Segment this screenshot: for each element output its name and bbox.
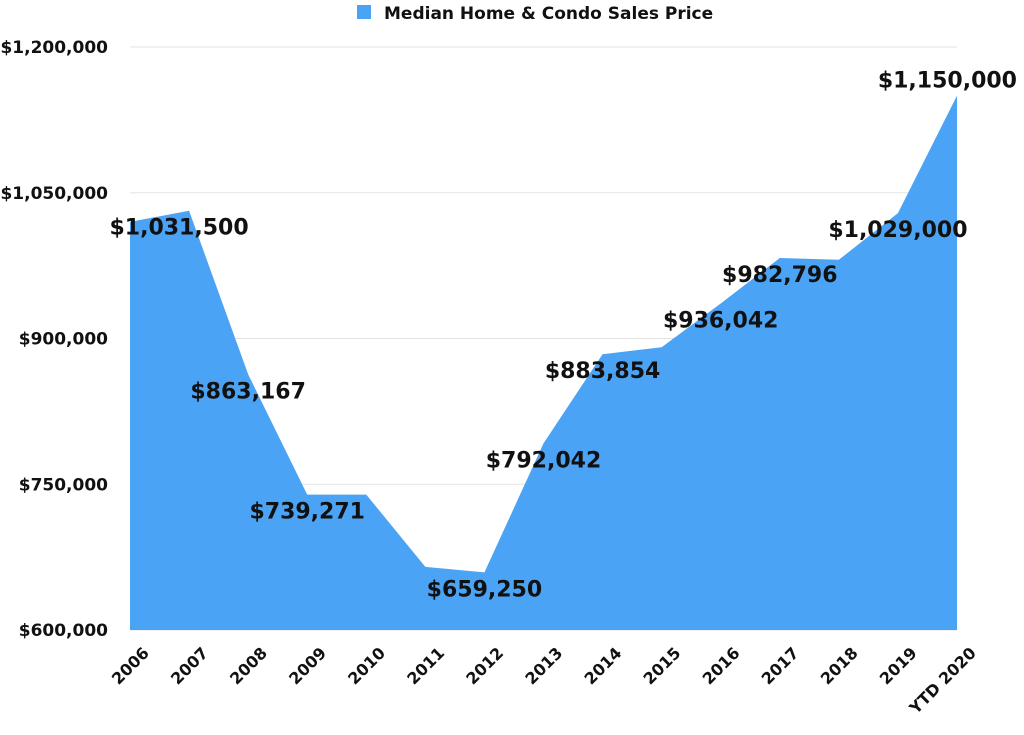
x-tick-label: 2017 [758, 643, 803, 688]
legend-swatch [357, 5, 371, 19]
data-label: $863,167 [190, 379, 306, 404]
data-label: $1,029,000 [828, 218, 967, 243]
x-tick-label: 2014 [580, 643, 625, 688]
y-tick-label: $900,000 [19, 330, 108, 350]
x-tick-label: 2008 [226, 643, 271, 688]
area-fill [130, 95, 957, 631]
x-tick-label: 2016 [699, 643, 744, 688]
x-tick-label: 2019 [876, 643, 921, 688]
y-tick-label: $750,000 [19, 475, 108, 495]
data-label: $883,854 [545, 359, 661, 384]
x-tick-label: 2011 [403, 643, 448, 688]
data-label: $659,250 [427, 577, 543, 602]
area-series [130, 95, 957, 631]
x-tick-label: 2012 [462, 643, 507, 688]
data-label: $739,271 [249, 500, 365, 525]
x-tick-label: 2007 [167, 643, 212, 688]
x-tick-label: 2015 [640, 643, 685, 688]
data-label: $982,796 [722, 263, 838, 288]
data-label: $792,042 [486, 448, 602, 473]
data-label: $1,031,500 [109, 216, 248, 241]
data-label: $1,150,000 [878, 69, 1017, 94]
data-labels: $1,031,500 $863,167 $739,271 $659,250 $792,0… [109, 69, 1017, 603]
x-tick-label: 2018 [817, 643, 862, 688]
y-tick-label: $600,000 [19, 621, 108, 641]
data-label: $936,042 [663, 308, 779, 333]
y-tick-label: $1,200,000 [0, 38, 108, 58]
x-axis-ticks: 2006 2007 2008 2009 2010 2011 2012 2013 2014 2015… [108, 643, 980, 718]
y-axis-ticks: $600,000 $750,000 $900,000 $1,050,000 $1,200… [0, 38, 108, 641]
y-tick-label: $1,050,000 [0, 184, 108, 204]
x-tick-label: 2010 [344, 643, 389, 688]
legend: Median Home & Condo Sales Price [357, 4, 713, 24]
x-tick-label: 2013 [521, 643, 566, 688]
legend-label: Median Home & Condo Sales Price [384, 4, 713, 24]
x-tick-label: 2009 [285, 643, 330, 688]
x-tick-label: 2006 [108, 643, 153, 688]
